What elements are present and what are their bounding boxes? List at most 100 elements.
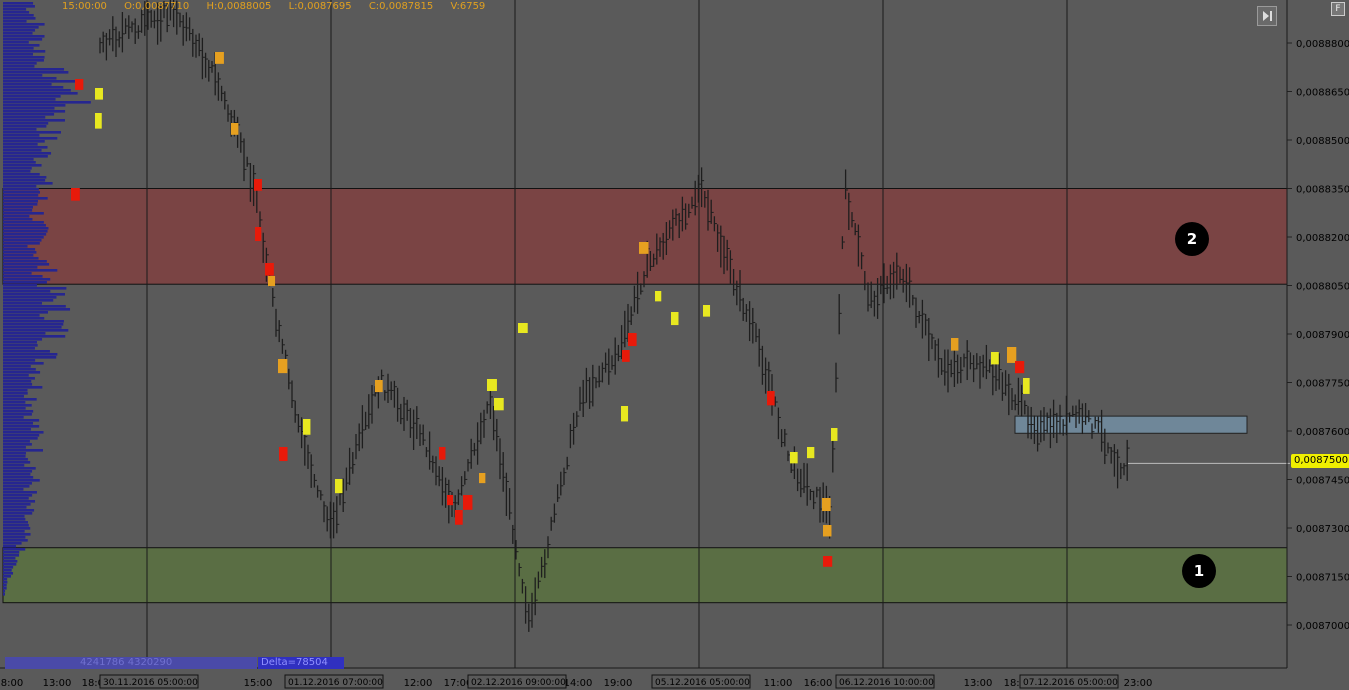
scroll-to-end-button[interactable]	[1257, 6, 1277, 26]
y-tick-label: 0,0087150	[1296, 573, 1349, 584]
x-date-label: 01.12.2016 07:00:00	[288, 678, 383, 688]
profile-row	[3, 572, 14, 575]
cluster-spot	[790, 452, 798, 464]
y-tick-label: 0,0088800	[1296, 39, 1349, 50]
cluster-spot	[215, 52, 224, 64]
profile-row	[3, 368, 36, 371]
profile-row	[3, 566, 14, 569]
profile-row	[3, 284, 37, 287]
ohlc-volume: V:6759	[450, 1, 486, 12]
profile-row	[3, 152, 52, 155]
cluster-spot	[628, 333, 637, 347]
profile-row	[3, 29, 36, 32]
profile-row	[3, 467, 36, 470]
profile-row	[3, 518, 26, 521]
profile-row	[3, 182, 53, 185]
cluster-spot	[335, 479, 343, 494]
profile-row	[3, 527, 31, 530]
cluster-spot	[823, 525, 832, 537]
profile-row	[3, 5, 35, 8]
cluster-spot	[447, 495, 454, 506]
cluster-spot	[95, 88, 103, 100]
profile-row	[3, 146, 48, 149]
profile-row	[3, 458, 28, 461]
profile-row	[3, 17, 36, 20]
cluster-spot	[375, 380, 383, 393]
profile-row	[3, 545, 16, 548]
cluster-spot	[278, 359, 288, 374]
profile-row	[3, 332, 46, 335]
profile-row	[3, 299, 54, 302]
cluster-highlights	[71, 52, 1030, 567]
y-tick-label: 0,0088650	[1296, 88, 1349, 99]
profile-row	[3, 437, 38, 440]
profile-row	[3, 200, 38, 203]
price-bars	[99, 0, 1290, 632]
profile-row	[3, 380, 32, 383]
profile-row	[3, 302, 42, 305]
profile-row	[3, 227, 49, 230]
profile-row	[3, 497, 29, 500]
x-date-label-box	[467, 674, 567, 689]
profile-row	[3, 578, 8, 581]
profile-row	[3, 329, 69, 332]
cluster-spot	[455, 510, 463, 525]
profile-row	[3, 476, 34, 479]
zone-level-box	[1014, 415, 1248, 434]
profile-row	[3, 179, 46, 182]
profile-row	[3, 371, 41, 374]
profile-row	[3, 449, 44, 452]
profile-row	[3, 347, 35, 350]
profile-row	[3, 314, 40, 317]
profile-row	[3, 68, 65, 71]
profile-row	[3, 554, 20, 557]
profile-row	[3, 410, 34, 413]
profile-row	[3, 404, 32, 407]
cluster-spot	[75, 79, 84, 90]
profile-row	[3, 524, 29, 527]
profile-row	[3, 305, 66, 308]
x-tick-label: 23:00	[1124, 678, 1153, 689]
profile-row	[3, 386, 43, 389]
profile-row	[3, 398, 37, 401]
profile-row	[3, 593, 5, 596]
profile-row	[3, 254, 34, 257]
y-tick-label: 0,0088050	[1296, 282, 1349, 293]
profile-row	[3, 257, 39, 260]
profile-row	[3, 122, 49, 125]
profile-row	[3, 569, 12, 572]
profile-row	[3, 176, 47, 179]
profile-row	[3, 155, 48, 158]
profile-row	[3, 377, 35, 380]
profile-row	[3, 521, 28, 524]
profile-row	[3, 581, 8, 584]
x-tick-label: 14:00	[564, 678, 593, 689]
profile-row	[3, 440, 30, 443]
profile-row	[3, 83, 52, 86]
ohlc-open: O:0,0087710	[124, 1, 190, 12]
profile-row	[3, 515, 25, 518]
cluster-spot	[671, 312, 679, 326]
profile-row	[3, 77, 57, 80]
profile-row	[3, 110, 66, 113]
cluster-spot	[518, 323, 528, 334]
profile-row	[3, 557, 16, 560]
profile-row	[3, 65, 35, 68]
cluster-spot	[703, 305, 711, 317]
profile-row	[3, 308, 71, 311]
profile-row	[3, 356, 57, 359]
profile-row	[3, 320, 64, 323]
profile-row	[3, 221, 44, 224]
profile-row	[3, 107, 55, 110]
f-toggle-button[interactable]: F	[1331, 2, 1345, 16]
profile-row	[3, 560, 18, 563]
profile-row	[3, 119, 65, 122]
profile-row	[3, 170, 31, 173]
volume-profile	[3, 2, 91, 596]
zone-marker-2: 2	[1175, 222, 1209, 256]
cluster-spot	[487, 379, 497, 391]
profile-row	[3, 389, 28, 392]
x-tick-label: 18:00	[1004, 678, 1033, 689]
y-tick-label: 0,0087300	[1296, 524, 1349, 535]
